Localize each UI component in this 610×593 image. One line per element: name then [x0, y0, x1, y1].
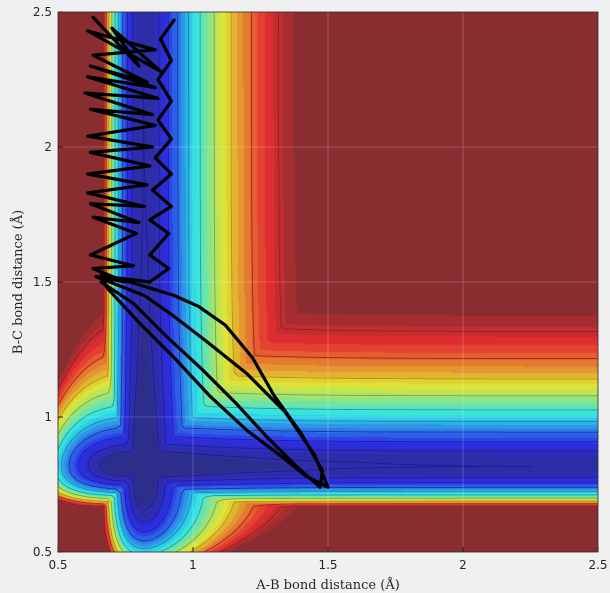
- x-tick-label: 2.5: [588, 558, 607, 572]
- plot-area: [58, 12, 598, 552]
- y-tick-label: 2.5: [33, 5, 52, 19]
- contour-line: [58, 12, 598, 552]
- y-axis-label: B-C bond distance (Å): [10, 210, 26, 354]
- axis-ticks: 0.5 1 1.5 2 2.5 0.5 1 1.5 2 2.5: [33, 5, 608, 572]
- y-tick-label: 1.5: [33, 275, 52, 289]
- contour-line: [99, 78, 532, 511]
- x-tick-label: 2: [459, 558, 467, 572]
- contour-line: [87, 12, 598, 523]
- contour-line: [58, 12, 598, 552]
- trajectory-line: [83, 15, 330, 489]
- x-axis-label: A-B bond distance (Å): [255, 577, 400, 593]
- y-tick-label: 1: [44, 410, 52, 424]
- y-tick-label: 2: [44, 140, 52, 154]
- x-tick-label: 0.5: [48, 558, 67, 572]
- x-tick-label: 1: [189, 558, 197, 572]
- contour-lines: [58, 12, 598, 552]
- x-tick-label: 1.5: [318, 558, 337, 572]
- y-tick-label: 0.5: [33, 545, 52, 559]
- contour-line: [60, 12, 598, 550]
